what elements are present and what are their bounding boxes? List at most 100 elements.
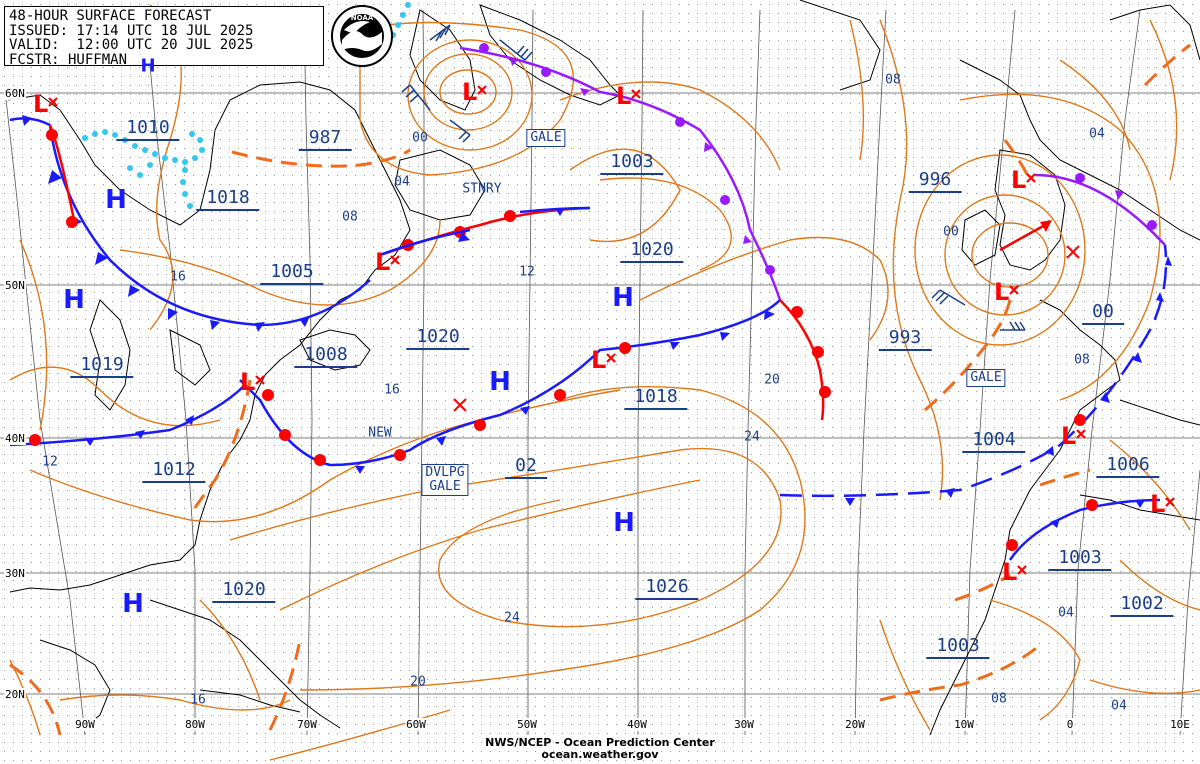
pressure-label: 996	[908, 170, 962, 193]
low-center-x-mark	[1076, 429, 1086, 439]
noaa-logo: NOAA	[331, 5, 393, 67]
pressure-label: 1003	[600, 152, 664, 175]
contour-label: 04	[394, 174, 410, 190]
pressure-label: 1026	[635, 577, 699, 600]
low-center-x-mark	[631, 89, 641, 99]
troughs	[9, 43, 1191, 736]
pressure-label: 1020	[212, 580, 276, 603]
header-title: 48-HOUR SURFACE FORECAST	[9, 8, 212, 24]
contour-label: 08	[342, 209, 358, 225]
lon-label: 50W	[516, 718, 538, 731]
low-pressure-marker: L	[591, 346, 606, 374]
contour-label: 08	[1074, 352, 1090, 368]
contour-label: 12	[42, 454, 58, 470]
footer-url: ocean.weather.gov	[541, 748, 659, 761]
motion-arrow	[999, 220, 1052, 252]
stationary-front-label: STNRY	[462, 181, 502, 197]
lows-x-marks	[453, 245, 1080, 412]
low-center-x-mark	[477, 85, 487, 95]
pressure-label: 1002	[1110, 594, 1174, 617]
pressure-label: 987	[298, 128, 352, 151]
lon-label: 90W	[74, 718, 96, 731]
low-center-x-mark	[1165, 497, 1175, 507]
contour-label: 02	[505, 456, 547, 479]
occluded-front	[459, 43, 1166, 301]
low-center-x-mark	[48, 97, 58, 107]
gale-warning-box: GALE	[966, 369, 1006, 387]
gale-warning-box: GALE	[526, 129, 566, 147]
lat-label: 50N	[4, 279, 26, 292]
low-pressure-marker: L	[462, 78, 477, 106]
contour-label: 24	[504, 610, 520, 626]
pressure-label: 1020	[620, 240, 684, 263]
high-pressure-marker: H	[122, 589, 144, 619]
high-pressure-marker: H	[489, 367, 511, 397]
low-pressure-marker: L	[1150, 490, 1165, 518]
high-pressure-marker: H	[63, 285, 85, 315]
ice-edge	[82, 2, 411, 209]
lat-label: 40N	[4, 432, 26, 445]
lon-label: 70W	[296, 718, 318, 731]
contour-label: 16	[384, 382, 400, 398]
lon-label: 0	[1065, 718, 1075, 731]
svg-text:NOAA: NOAA	[351, 14, 374, 22]
low-center-x-mark	[1009, 285, 1019, 295]
low-center-x-mark	[255, 375, 265, 385]
header-valid: VALID: 12:00 UTC 20 JUL 2025	[9, 37, 254, 53]
pressure-label: 1012	[142, 460, 206, 483]
contour-label: 24	[744, 429, 760, 445]
cold-front-central	[239, 299, 781, 474]
high-pressure-marker: H	[613, 508, 635, 538]
low-pressure-marker: L	[1002, 558, 1017, 586]
low-pressure-marker: L	[994, 278, 1009, 306]
lat-label: 60N	[4, 87, 26, 100]
low-pressure-marker: L	[375, 248, 390, 276]
contour-label: 00	[943, 224, 959, 240]
high-pressure-marker: H	[105, 185, 127, 215]
new-system-label: NEW	[368, 425, 392, 441]
pressure-label: 1010	[116, 118, 180, 141]
low-pressure-marker: L	[240, 368, 255, 396]
pressure-label: 1018	[624, 387, 688, 410]
low-pressure-marker: L	[1011, 166, 1026, 194]
header-issued: ISSUED: 17:14 UTC 18 JUL 2025	[9, 22, 254, 39]
pressure-label: 00	[1082, 302, 1124, 325]
contour-label: 04	[1111, 698, 1127, 714]
contour-label: 00	[412, 130, 428, 146]
contour-label: 12	[519, 264, 535, 280]
contour-label: 08	[991, 691, 1007, 707]
pressure-label: 993	[878, 328, 932, 351]
contour-label: 08	[885, 72, 901, 88]
lat-label: 30N	[4, 567, 26, 580]
low-center-x-mark	[606, 353, 616, 363]
contour-label: 16	[190, 692, 206, 708]
front-southeast	[1006, 498, 1161, 561]
high-pressure-marker: H	[140, 55, 156, 77]
pressure-label: 1008	[294, 345, 358, 368]
low-pressure-marker: L	[1061, 422, 1076, 450]
pressure-label: 1019	[70, 355, 134, 378]
low-pressure-marker: L	[616, 82, 631, 110]
lon-label: 60W	[405, 718, 427, 731]
pressure-label: 1005	[260, 262, 324, 285]
warm-front-west	[46, 124, 591, 257]
high-pressure-marker: H	[612, 283, 634, 313]
lon-label: 10E	[1169, 718, 1191, 731]
contour-label: 20	[410, 674, 426, 690]
low-center-x-mark	[390, 255, 400, 265]
cold-front-east	[779, 244, 1172, 506]
contour-label: 04	[1058, 605, 1074, 621]
wind-barbs	[401, 24, 1026, 331]
contour-label: 04	[1089, 126, 1105, 142]
pressure-label: 1006	[1096, 455, 1160, 478]
lat-label: 20N	[4, 688, 26, 701]
low-pressure-marker: L	[33, 90, 48, 118]
header-forecaster: FCSTR: HUFFMAN	[9, 51, 128, 68]
lon-label: 20W	[844, 718, 866, 731]
pressure-label: 1003	[926, 636, 990, 659]
header-panel: 48-HOUR SURFACE FORECAST ISSUED: 17:14 U…	[4, 6, 324, 68]
lon-label: 80W	[184, 718, 206, 731]
low-center-x-mark	[1026, 173, 1036, 183]
